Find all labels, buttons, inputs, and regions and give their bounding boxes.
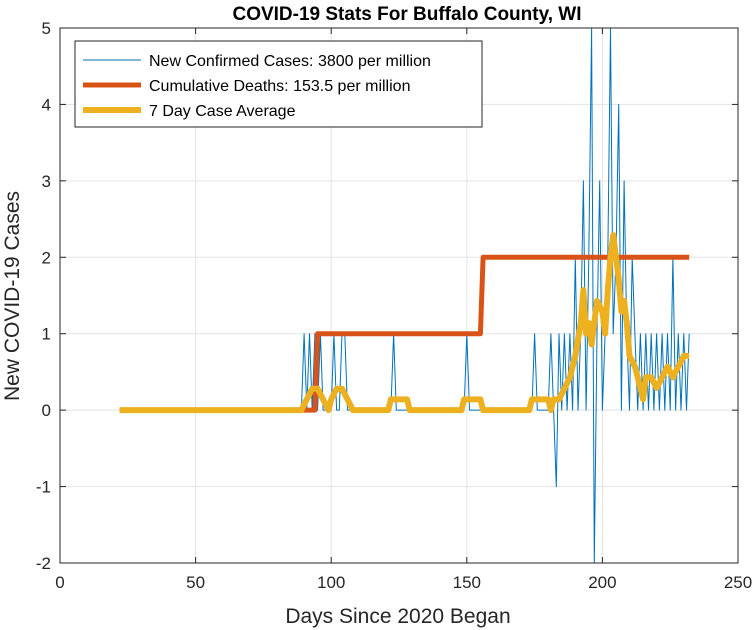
y-tick-label-1: -1 [36, 478, 51, 497]
y-tick-label-3: 1 [42, 325, 51, 344]
x-tick-label-4: 200 [588, 573, 616, 592]
series-group [119, 27, 690, 564]
series-line-3 [119, 232, 690, 414]
y-tick-label-7: 5 [42, 19, 51, 38]
x-tick-label-3: 150 [453, 573, 481, 592]
series-line-1 [119, 27, 690, 564]
y-axis-label: New COVID-19 Cases [1, 191, 24, 401]
x-tick-label-1: 50 [186, 573, 205, 592]
y-tick-labels: -2 -1 0 1 2 3 4 5 [36, 19, 51, 573]
y-tick-label-5: 3 [42, 172, 51, 191]
x-tick-label-2: 100 [317, 573, 345, 592]
chart-title: COVID-19 Stats For Buffalo County, WI [232, 4, 581, 25]
axes-frame [59, 27, 739, 564]
y-tick-label-6: 4 [42, 95, 51, 114]
y-tick-label-4: 2 [42, 248, 51, 267]
x-tick-labels: 0 50 100 150 200 250 [55, 573, 752, 592]
legend-label-2: Cumulative Deaths: 153.5 per million [149, 78, 410, 95]
x-tick-label-0: 0 [55, 573, 64, 592]
x-tick-label-5: 250 [724, 573, 752, 592]
legend-box [74, 40, 483, 128]
legend-label-3: 7 Day Case Average [149, 103, 296, 120]
axes-box [59, 27, 739, 564]
y-tick-label-0: -2 [36, 554, 51, 573]
legend: New Confirmed Cases: 3800 per million Cum… [74, 40, 483, 128]
y-tick-label-2: 0 [42, 401, 51, 420]
legend-label-1: New Confirmed Cases: 3800 per million [149, 53, 431, 70]
x-axis-label: Days Since 2020 Began [285, 605, 510, 628]
